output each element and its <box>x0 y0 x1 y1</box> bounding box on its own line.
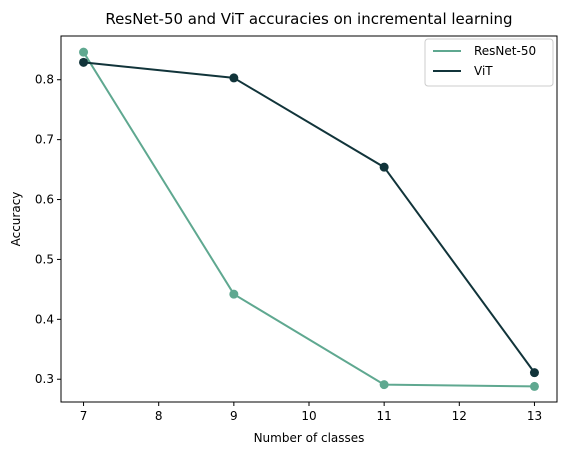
legend-label-vit: ViT <box>474 64 493 78</box>
y-tick-label: 0.4 <box>35 312 54 326</box>
x-tick-label: 12 <box>452 409 467 423</box>
legend: ResNet-50 ViT <box>424 38 554 87</box>
series-resnet-50 <box>79 47 539 391</box>
series-line-vit <box>82 61 536 374</box>
data-point-resnet-50 <box>229 289 239 299</box>
x-tick-label: 8 <box>155 409 163 423</box>
x-axis-label: Number of classes <box>254 431 365 445</box>
data-point-vit <box>229 73 239 83</box>
data-point-resnet-50 <box>379 380 389 390</box>
data-point-resnet-50 <box>529 381 539 391</box>
series-layer <box>79 47 539 391</box>
series-line-resnet-50 <box>82 51 536 388</box>
x-tick-label: 11 <box>377 409 392 423</box>
y-axis-label: Accuracy <box>9 192 23 247</box>
x-tick-label: 10 <box>301 409 316 423</box>
plot-area-frame <box>60 35 558 403</box>
x-tick-label: 13 <box>527 409 542 423</box>
data-point-vit <box>529 368 539 378</box>
x-axis-ticks: 7 8 9 10 11 12 13 <box>80 402 542 423</box>
y-tick-label: 0.5 <box>35 252 54 266</box>
y-axis-ticks: 0.3 0.4 0.5 0.6 0.7 0.8 <box>35 73 61 386</box>
y-tick-label: 0.7 <box>35 133 54 147</box>
data-point-resnet-50 <box>79 47 89 57</box>
x-tick-label: 7 <box>80 409 88 423</box>
legend-label-resnet-50: ResNet-50 <box>474 44 536 58</box>
data-point-vit <box>79 57 89 67</box>
y-tick-label: 0.6 <box>35 193 54 207</box>
y-tick-label: 0.3 <box>35 372 54 386</box>
data-point-vit <box>379 162 389 172</box>
chart-title: ResNet-50 and ViT accuracies on incremen… <box>105 10 512 28</box>
y-tick-label: 0.8 <box>35 73 54 87</box>
series-vit <box>79 57 539 378</box>
x-tick-label: 9 <box>230 409 238 423</box>
